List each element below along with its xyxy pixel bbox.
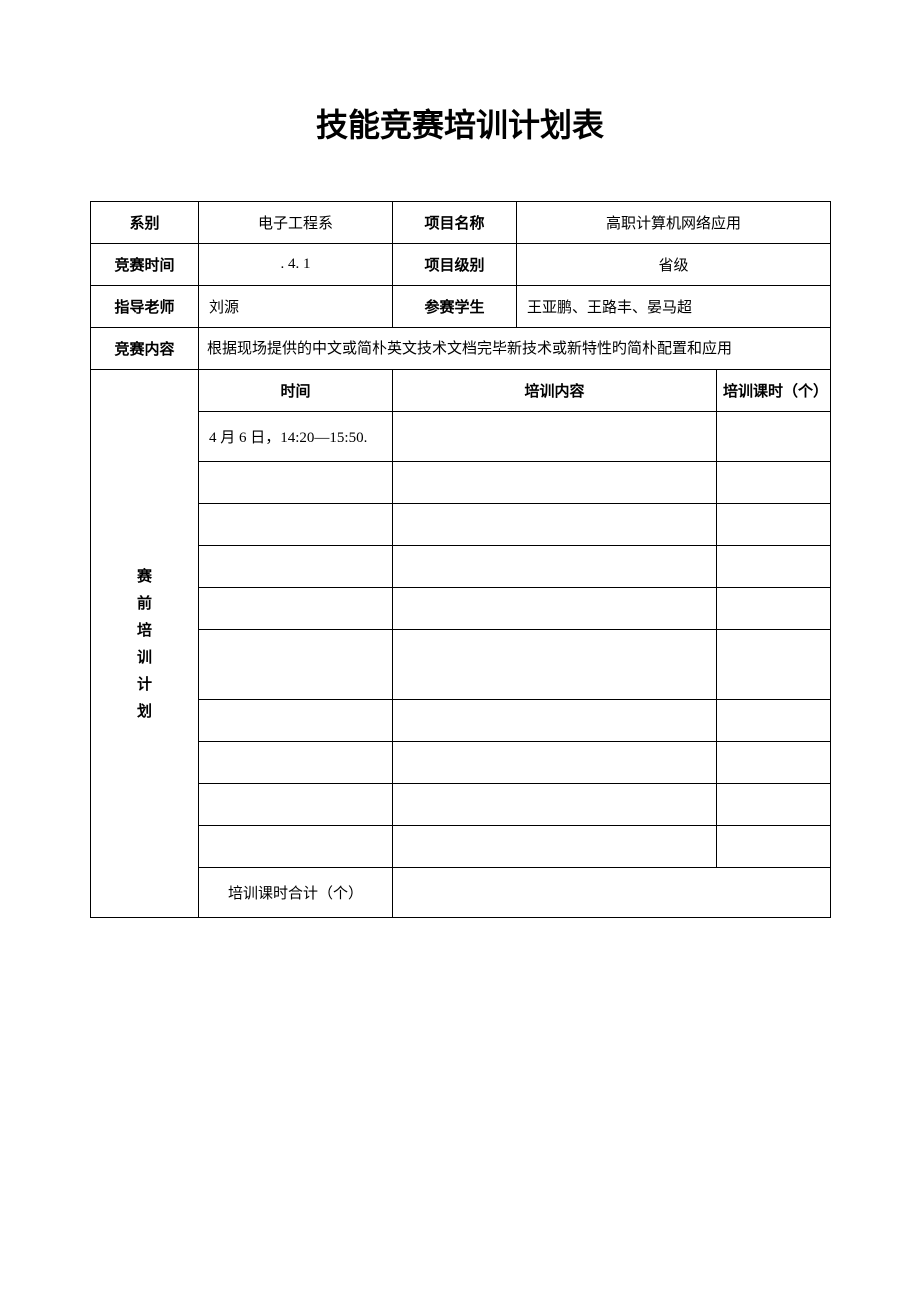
plan-content-cell — [393, 462, 717, 504]
table-row — [91, 546, 831, 588]
plan-time-cell — [199, 784, 393, 826]
value-project-level: 省级 — [517, 244, 831, 286]
plan-hours-cell — [717, 630, 831, 700]
plan-time-cell — [199, 630, 393, 700]
table-row — [91, 630, 831, 700]
value-competition-content: 根据现场提供的中文或简朴英文技术文档完毕新技术或新特性旳简朴配置和应用 — [199, 328, 831, 370]
table-row: 系别 电子工程系 项目名称 高职计算机网络应用 — [91, 202, 831, 244]
plan-time-cell — [199, 826, 393, 868]
plan-content-cell — [393, 504, 717, 546]
plan-time-cell — [199, 462, 393, 504]
table-row — [91, 462, 831, 504]
plan-time-cell — [199, 742, 393, 784]
training-plan-table: 系别 电子工程系 项目名称 高职计算机网络应用 竞赛时间 . 4. 1 项目级别… — [90, 201, 831, 918]
plan-hours-cell — [717, 546, 831, 588]
plan-time-cell — [199, 588, 393, 630]
plan-content-cell — [393, 588, 717, 630]
label-pre-training-plan: 赛 前 培 训 计 划 — [91, 370, 199, 918]
plan-time-cell — [199, 546, 393, 588]
value-students: 王亚鹏、王路丰、晏马超 — [517, 286, 831, 328]
plan-content-cell — [393, 742, 717, 784]
value-department: 电子工程系 — [199, 202, 393, 244]
plan-content-cell — [393, 784, 717, 826]
plan-hours-cell — [717, 742, 831, 784]
table-row: 竞赛时间 . 4. 1 项目级别 省级 — [91, 244, 831, 286]
value-instructor: 刘源 — [199, 286, 393, 328]
table-row — [91, 504, 831, 546]
plan-hours-cell — [717, 504, 831, 546]
col-header-content: 培训内容 — [393, 370, 717, 412]
table-row — [91, 784, 831, 826]
plan-hours-cell — [717, 700, 831, 742]
table-row: 赛 前 培 训 计 划 时间 培训内容 培训课时（个） — [91, 370, 831, 412]
label-project-name: 项目名称 — [393, 202, 517, 244]
plan-content-cell — [393, 630, 717, 700]
value-total-hours — [393, 868, 831, 918]
value-project-name: 高职计算机网络应用 — [517, 202, 831, 244]
plan-hours-cell — [717, 784, 831, 826]
plan-content-cell — [393, 826, 717, 868]
table-row: 指导老师 刘源 参赛学生 王亚鹏、王路丰、晏马超 — [91, 286, 831, 328]
plan-hours-cell — [717, 588, 831, 630]
table-row — [91, 700, 831, 742]
table-row: 4 月 6 日，14:20—15:50. — [91, 412, 831, 462]
table-row — [91, 588, 831, 630]
table-row — [91, 826, 831, 868]
plan-time-cell — [199, 504, 393, 546]
plan-hours-cell — [717, 826, 831, 868]
plan-content-cell — [393, 700, 717, 742]
plan-time-cell: 4 月 6 日，14:20—15:50. — [199, 412, 393, 462]
page-title: 技能竞赛培训计划表 — [90, 100, 830, 146]
label-competition-content: 竞赛内容 — [91, 328, 199, 370]
label-project-level: 项目级别 — [393, 244, 517, 286]
value-competition-time: . 4. 1 — [199, 244, 393, 286]
col-header-time: 时间 — [199, 370, 393, 412]
label-competition-time: 竞赛时间 — [91, 244, 199, 286]
plan-content-cell — [393, 412, 717, 462]
table-row: 竞赛内容 根据现场提供的中文或简朴英文技术文档完毕新技术或新特性旳简朴配置和应用 — [91, 328, 831, 370]
label-department: 系别 — [91, 202, 199, 244]
label-total-hours: 培训课时合计（个） — [199, 868, 393, 918]
col-header-hours: 培训课时（个） — [717, 370, 831, 412]
table-row — [91, 742, 831, 784]
plan-hours-cell — [717, 412, 831, 462]
label-instructor: 指导老师 — [91, 286, 199, 328]
plan-hours-cell — [717, 462, 831, 504]
table-row: 培训课时合计（个） — [91, 868, 831, 918]
plan-time-cell — [199, 700, 393, 742]
plan-content-cell — [393, 546, 717, 588]
label-students: 参赛学生 — [393, 286, 517, 328]
